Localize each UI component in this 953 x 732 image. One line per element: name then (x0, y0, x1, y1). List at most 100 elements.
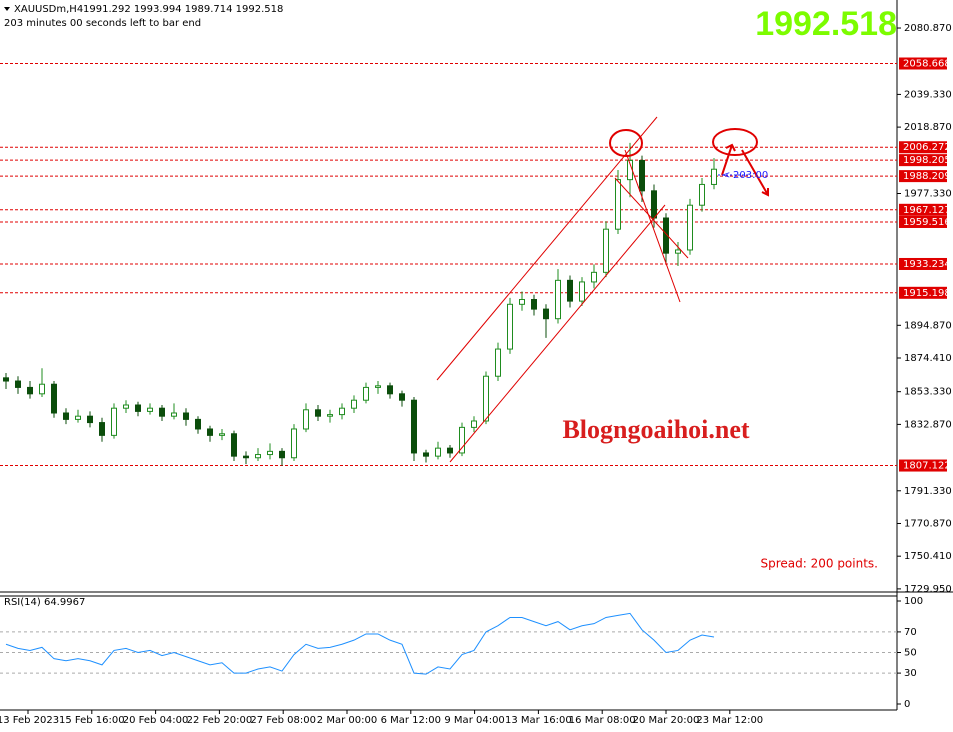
level-label-bg (899, 459, 947, 472)
x-tick-label: 6 Mar 12:00 (381, 715, 441, 726)
level-label-bg (899, 203, 947, 216)
candle-body (459, 426, 465, 454)
candle-body (423, 452, 429, 457)
candle-body (615, 179, 621, 230)
candle-body (123, 404, 129, 409)
y-tick-label: 1977.330 (904, 189, 952, 200)
x-tick-label: 2 Mar 00:00 (317, 715, 377, 726)
candle-body (303, 409, 309, 430)
candle-body (171, 412, 177, 417)
y-tick-label: 1874.410 (904, 353, 952, 364)
channel-line (449, 204, 666, 463)
y-tick-label: 1770.870 (904, 518, 952, 529)
level-label-bg (899, 286, 947, 299)
level-label-bg (899, 170, 947, 183)
y-tick-label: 70 (904, 627, 917, 638)
level-label: 1915.198 (903, 288, 951, 299)
candle-body (675, 249, 681, 254)
candle-body (255, 454, 261, 459)
candle-body (99, 422, 105, 436)
candle-body (243, 455, 249, 459)
candle-body (519, 299, 525, 305)
candle-body (315, 409, 321, 417)
candle-body (351, 399, 357, 409)
y-tick-label: 2039.330 (904, 89, 952, 100)
candle-body (39, 383, 45, 395)
candle-body (15, 380, 21, 388)
candle-body (291, 428, 297, 459)
candle-body (111, 407, 117, 436)
y-tick-label: 1894.870 (904, 320, 952, 331)
level-label: 1807.122 (903, 461, 951, 472)
candle-body (555, 279, 561, 320)
arrow (721, 143, 736, 176)
wedge-line (614, 177, 689, 259)
symbol: XAUUSDm,H4 (14, 4, 83, 15)
candle-body (27, 386, 33, 395)
candle-body (63, 412, 69, 420)
candle-body (531, 299, 537, 310)
candle-body (183, 412, 189, 420)
circle-mark (712, 128, 758, 156)
candle-body (231, 433, 237, 457)
circle-mark (609, 129, 643, 157)
candle-body (483, 375, 489, 422)
menu-arrow[interactable] (4, 7, 10, 11)
level-label-bg (899, 154, 947, 167)
x-tick-label: 20 Mar 20:00 (633, 715, 700, 726)
candle-body (75, 415, 81, 420)
candle-body (207, 428, 213, 436)
candle-body (603, 228, 609, 273)
channel-line (436, 116, 658, 381)
candle-body (639, 159, 645, 192)
level-label: 1933.234 (903, 259, 951, 270)
level-label: 1988.209 (903, 171, 951, 182)
y-tick-label: 0 (904, 699, 910, 710)
candle-body (267, 450, 273, 456)
countdown: 203:00 (733, 170, 768, 181)
candle-body (339, 407, 345, 416)
arrow (741, 149, 769, 197)
candle-body (327, 414, 333, 417)
candle-body (51, 383, 57, 414)
big-price: 1992.518 (755, 5, 897, 43)
y-tick-label: 100 (904, 596, 923, 607)
x-tick-label: 27 Feb 08:00 (250, 715, 316, 726)
candle-body (471, 420, 477, 428)
candle-body (411, 399, 417, 454)
x-tick-label: 23 Mar 12:00 (696, 715, 763, 726)
candle-body (687, 204, 693, 251)
x-tick-label: 13 Feb 2023 (0, 715, 59, 726)
countdown-arrow: < (722, 170, 730, 181)
candle-body (507, 303, 513, 350)
candle-body (159, 407, 165, 417)
candle-body (387, 385, 393, 395)
annotations (436, 116, 769, 463)
ohlc: 1991.292 1993.994 1989.714 1992.518 (83, 4, 283, 15)
candle-body (435, 447, 441, 457)
candle-body (219, 433, 225, 436)
candle-body (663, 217, 669, 254)
y-tick-label: 50 (904, 648, 917, 659)
candle-body (567, 279, 573, 302)
candle-body (495, 348, 501, 377)
wedge-line (624, 149, 681, 303)
candle-body (195, 418, 201, 430)
y-tick-label: 1750.410 (904, 551, 952, 562)
x-tick-label: 16 Mar 08:00 (569, 715, 636, 726)
watermark: Blogngoaihoi.net (562, 415, 749, 444)
y-tick-label: 1832.870 (904, 419, 952, 430)
level-label-bg (899, 57, 947, 70)
y-tick-label: 1853.330 (904, 387, 952, 398)
y-tick-label: 2018.870 (904, 122, 952, 133)
candle-body (579, 281, 585, 302)
candle-body (447, 447, 453, 454)
level-label: 1959.516 (903, 217, 951, 228)
candle-body (279, 450, 285, 459)
spread: Spread: 200 points. (760, 557, 878, 571)
y-tick-label: 2080.870 (904, 23, 952, 34)
level-label-bg (899, 257, 947, 270)
level-label: 1998.205 (903, 155, 951, 166)
candle-body (147, 407, 153, 412)
